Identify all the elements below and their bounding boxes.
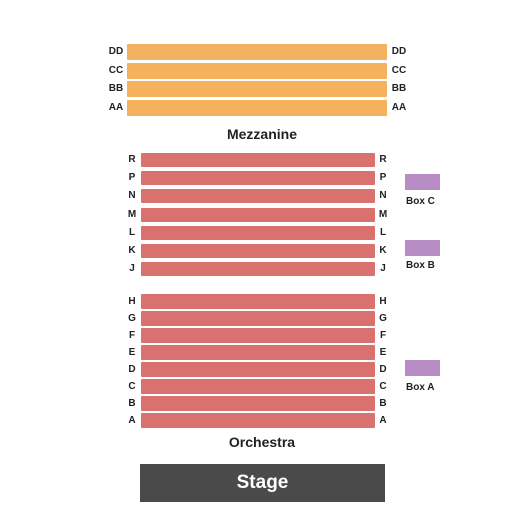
row-label-e-left: E bbox=[128, 346, 136, 358]
seat-row-p[interactable] bbox=[141, 171, 375, 186]
row-label-f-right: F bbox=[379, 329, 387, 341]
orchestra-label: Orchestra bbox=[228, 434, 296, 450]
row-label-g-left: G bbox=[128, 312, 136, 324]
seat-row-a[interactable] bbox=[141, 413, 375, 428]
row-label-j-right: J bbox=[380, 263, 386, 275]
row-label-b-left: B bbox=[128, 397, 136, 409]
row-label-dd-right: DD bbox=[391, 46, 407, 57]
seat-row-r[interactable] bbox=[141, 153, 375, 167]
row-label-b-right: B bbox=[379, 397, 387, 409]
row-label-n-left: N bbox=[128, 190, 136, 202]
row-label-r-left: R bbox=[128, 154, 136, 165]
box-a-label: Box A bbox=[406, 382, 435, 393]
seat-row-n[interactable] bbox=[141, 189, 375, 204]
seat-row-h[interactable] bbox=[141, 294, 375, 309]
row-label-bb-right: BB bbox=[391, 83, 407, 94]
seat-row-aa[interactable] bbox=[127, 99, 387, 116]
row-label-a-left: A bbox=[128, 414, 136, 426]
row-label-m-right: M bbox=[378, 208, 388, 220]
row-label-j-left: J bbox=[129, 263, 135, 275]
box-b-section[interactable] bbox=[405, 240, 440, 256]
row-label-bb-left: BB bbox=[108, 83, 124, 94]
seat-row-f[interactable] bbox=[141, 328, 375, 343]
seat-row-g[interactable] bbox=[141, 311, 375, 326]
mezzanine-label: Mezzanine bbox=[226, 126, 297, 142]
row-label-l-right: L bbox=[379, 226, 387, 238]
row-label-h-right: H bbox=[379, 295, 387, 307]
seat-row-l[interactable] bbox=[141, 225, 375, 240]
row-label-m-left: M bbox=[127, 208, 137, 220]
row-label-c-left: C bbox=[128, 380, 136, 392]
seat-row-m[interactable] bbox=[141, 207, 375, 222]
seat-row-e[interactable] bbox=[141, 345, 375, 360]
box-c-section[interactable] bbox=[405, 174, 440, 190]
seat-row-b[interactable] bbox=[141, 396, 375, 411]
row-label-aa-left: AA bbox=[108, 101, 124, 113]
row-label-k-right: K bbox=[379, 245, 387, 256]
row-label-f-left: F bbox=[128, 329, 136, 341]
seat-row-bb[interactable] bbox=[127, 81, 387, 97]
row-label-p-left: P bbox=[128, 172, 136, 184]
row-label-d-left: D bbox=[128, 363, 136, 375]
seat-row-d[interactable] bbox=[141, 362, 375, 377]
row-label-aa-right: AA bbox=[391, 101, 407, 113]
box-a-section[interactable] bbox=[405, 360, 440, 376]
seat-row-k[interactable] bbox=[141, 244, 375, 258]
stage: Stage bbox=[140, 464, 385, 502]
row-label-n-right: N bbox=[379, 190, 387, 202]
row-label-dd-left: DD bbox=[108, 46, 124, 57]
row-label-g-right: G bbox=[379, 312, 387, 324]
row-label-p-right: P bbox=[379, 172, 387, 184]
row-label-l-left: L bbox=[128, 226, 136, 238]
box-c-label: Box C bbox=[406, 196, 435, 207]
row-label-r-right: R bbox=[379, 154, 387, 165]
seat-row-j[interactable] bbox=[141, 262, 375, 277]
row-label-a-right: A bbox=[379, 414, 387, 426]
row-label-cc-right: CC bbox=[391, 64, 407, 76]
seat-row-cc[interactable] bbox=[127, 62, 387, 79]
row-label-c-right: C bbox=[379, 380, 387, 392]
row-label-k-left: K bbox=[128, 245, 136, 256]
row-label-h-left: H bbox=[128, 295, 136, 307]
row-label-e-right: E bbox=[379, 346, 387, 358]
box-b-label: Box B bbox=[406, 260, 435, 271]
seat-row-dd[interactable] bbox=[127, 44, 387, 60]
row-label-cc-left: CC bbox=[108, 64, 124, 76]
seat-row-c[interactable] bbox=[141, 379, 375, 394]
row-label-d-right: D bbox=[379, 363, 387, 375]
